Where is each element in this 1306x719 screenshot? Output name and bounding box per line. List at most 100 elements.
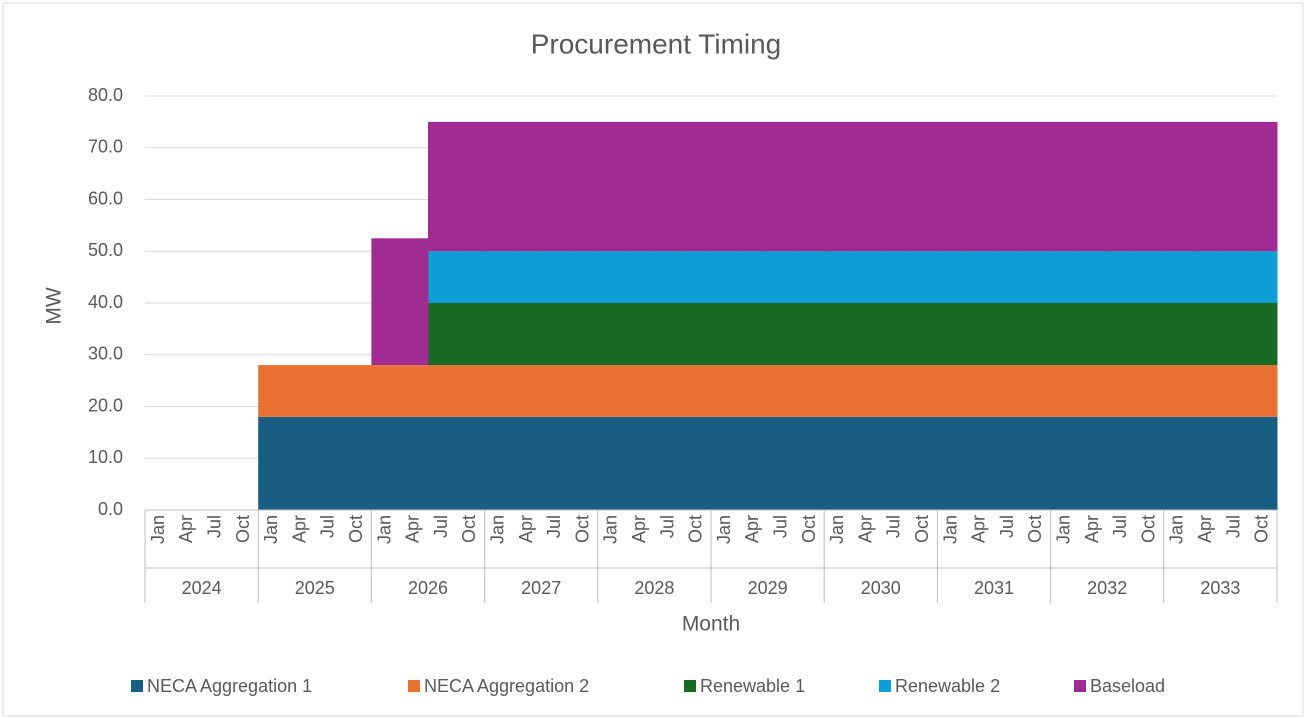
area-segment	[1192, 251, 1221, 303]
x-tick-label: Oct	[1025, 515, 1045, 543]
area-segment	[428, 365, 457, 417]
area-segment	[428, 251, 457, 303]
legend-swatch	[131, 680, 143, 692]
area-segment	[286, 365, 316, 417]
area-segment	[739, 303, 769, 366]
x-tick-label: Apr	[742, 515, 762, 543]
x-tick-label: Oct	[799, 515, 819, 543]
x-tick-label: Oct	[459, 515, 479, 543]
area-segment	[1248, 303, 1278, 366]
area-segment	[682, 121, 712, 252]
legend-swatch	[684, 680, 696, 692]
area-segment	[909, 251, 938, 303]
area-segment	[654, 416, 684, 510]
y-tick-label: 70.0	[88, 137, 123, 157]
area-segment	[1135, 121, 1165, 252]
area-segment	[1022, 303, 1052, 366]
area-segment	[1107, 416, 1136, 510]
area-segment	[1022, 365, 1052, 417]
area-segment	[824, 416, 853, 510]
area-segment	[1248, 121, 1278, 252]
area-segment	[1050, 365, 1080, 417]
area-segment	[711, 416, 740, 510]
y-tick-label: 20.0	[88, 395, 123, 415]
area-segment	[711, 121, 740, 252]
x-axis-title: Month	[682, 613, 740, 636]
group-label: 2030	[861, 578, 901, 598]
area-segment	[1078, 121, 1108, 252]
x-tick-label: Apr	[289, 515, 309, 543]
area-segment	[1163, 121, 1193, 252]
x-tick-label: Apr	[855, 515, 875, 543]
area-segment	[739, 416, 769, 510]
area-segment	[852, 416, 882, 510]
area-segment	[1050, 251, 1080, 303]
area-segment	[852, 121, 882, 252]
x-tick-label: Oct	[346, 515, 366, 543]
y-tick-label: 10.0	[88, 447, 123, 467]
y-axis-title: MW	[43, 287, 66, 324]
area-segment	[1135, 303, 1165, 366]
area-segment	[456, 251, 486, 303]
x-tick-label: Apr	[969, 515, 989, 543]
area-segment	[371, 238, 401, 366]
area-segment	[994, 251, 1023, 303]
area-segment	[1107, 251, 1136, 303]
area-segment	[994, 303, 1023, 366]
area-segment	[1050, 303, 1080, 366]
x-tick-label: Jul	[544, 515, 564, 538]
area-segment	[937, 121, 967, 252]
y-tick-label: 60.0	[88, 188, 123, 208]
area-segment	[965, 416, 995, 510]
area-segment	[711, 303, 740, 366]
x-tick-label: Jul	[205, 515, 225, 538]
area-segment	[399, 238, 429, 366]
area-segment	[399, 416, 429, 510]
area-segment	[824, 365, 853, 417]
area-segment	[569, 416, 599, 510]
area-segment	[767, 365, 797, 417]
area-segment	[456, 365, 486, 417]
area-segment	[428, 121, 457, 252]
area-segment	[456, 121, 486, 252]
area-segment	[994, 365, 1023, 417]
area-segment	[1078, 251, 1108, 303]
x-tick-label: Jan	[488, 515, 508, 544]
area-segment	[1192, 365, 1221, 417]
area-segment	[965, 365, 995, 417]
x-tick-label: Jul	[431, 515, 451, 538]
x-tick-label: Jan	[374, 515, 394, 544]
area-segment	[399, 365, 429, 417]
legend-swatch	[408, 680, 420, 692]
area-segment	[909, 365, 938, 417]
area-segment	[852, 251, 882, 303]
group-label: 2031	[974, 578, 1014, 598]
area-segment	[994, 121, 1023, 252]
area-segment	[824, 121, 853, 252]
area-segment	[597, 303, 627, 366]
area-segment	[343, 365, 372, 417]
area-segment	[795, 251, 825, 303]
legend-label: NECA Aggregation 2	[424, 676, 589, 696]
area-segment	[682, 416, 712, 510]
x-tick-label: Oct	[572, 515, 592, 543]
area-segment	[880, 121, 910, 252]
area-segment	[909, 416, 938, 510]
x-tick-label: Oct	[686, 515, 706, 543]
area-segment	[909, 303, 938, 366]
area-segment	[626, 416, 655, 510]
area-segment	[1163, 365, 1193, 417]
area-segment	[1220, 121, 1250, 252]
x-tick-label: Jan	[1167, 515, 1187, 544]
area-segment	[1022, 416, 1052, 510]
area-segment	[1107, 303, 1136, 366]
area-segment	[371, 365, 401, 417]
area-segment	[654, 121, 684, 252]
area-segment	[1022, 251, 1052, 303]
area-segment	[456, 303, 486, 366]
x-tick-label: Apr	[1195, 515, 1215, 543]
area-segment	[569, 121, 599, 252]
area-segment	[795, 121, 825, 252]
area-segment	[711, 251, 740, 303]
